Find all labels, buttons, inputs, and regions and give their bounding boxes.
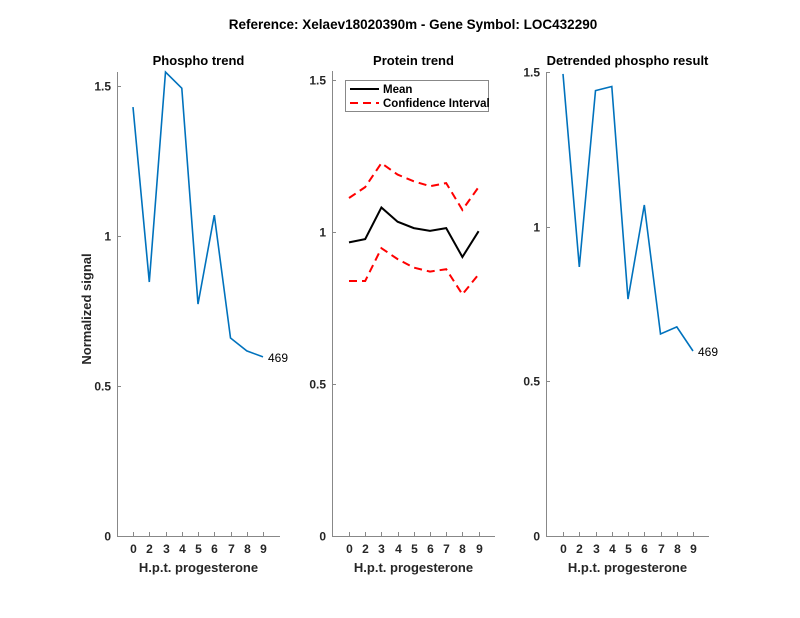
legend-label-confidence-interval: Confidence Interval [383, 98, 490, 110]
x-tick-label: 3 [593, 542, 600, 556]
subplot-title: Phospho trend [153, 53, 245, 68]
x-tick-label: 8 [244, 542, 251, 556]
x-tick-label: 4 [609, 542, 616, 556]
series-line-confidence-interval-upper [348, 161, 480, 212]
y-tick-label: 0.5 [523, 375, 540, 389]
legend: Mean Confidence Interval [345, 80, 490, 112]
y-tick-label: 1 [319, 226, 326, 240]
x-tick-label: 7 [658, 542, 665, 556]
x-tick-label: 5 [411, 542, 418, 556]
y-tick-label: 1.5 [309, 74, 326, 88]
legend-label-mean: Mean [383, 84, 412, 96]
y-tick-label: 0.5 [94, 380, 111, 394]
y-tick-label: 1.5 [94, 80, 111, 94]
x-tick-label: 0 [130, 542, 137, 556]
x-tick-label: 2 [576, 542, 583, 556]
y-tick-label: 0.5 [309, 378, 326, 392]
legend-box [345, 80, 489, 112]
point-annotation: 469 [268, 351, 288, 365]
series-line-confidence-interval-lower [349, 246, 480, 297]
x-tick-label: 7 [228, 542, 235, 556]
x-tick-label: 9 [476, 542, 483, 556]
y-tick-label: 0 [104, 530, 111, 544]
x-tick-label: 0 [560, 542, 567, 556]
x-tick-label: 9 [260, 542, 267, 556]
y-tick-label: 1 [533, 221, 540, 235]
x-tick-label: 0 [346, 542, 353, 556]
x-tick-label: 8 [459, 542, 466, 556]
y-tick-label: 1.5 [523, 66, 540, 80]
x-tick-label: 9 [690, 542, 697, 556]
y-tick-label: 0 [533, 530, 540, 544]
subplot-title: Detrended phospho result [547, 53, 709, 68]
x-tick-label: 7 [443, 542, 450, 556]
series-line-phospho [132, 70, 264, 358]
y-tick-label: 1 [104, 230, 111, 244]
series-line-mean [348, 205, 480, 259]
series-line-detrended-phospho [562, 73, 694, 352]
x-tick-label: 6 [427, 542, 434, 556]
y-tick-label: 0 [319, 530, 326, 544]
x-tick-label: 2 [146, 542, 153, 556]
x-tick-label: 2 [362, 542, 369, 556]
y-axis-label: Normalized signal [79, 253, 94, 364]
x-tick-label: 6 [211, 542, 218, 556]
x-tick-label: 3 [163, 542, 170, 556]
x-axis-label: H.p.t. progesterone [568, 560, 687, 575]
x-tick-label: 5 [195, 542, 202, 556]
x-axis-label: H.p.t. progesterone [354, 560, 473, 575]
x-tick-label: 8 [674, 542, 681, 556]
x-axis-label: H.p.t. progesterone [139, 560, 258, 575]
x-tick-label: 5 [625, 542, 632, 556]
x-tick-label: 4 [395, 542, 402, 556]
point-annotation: 469 [698, 345, 718, 359]
x-tick-label: 6 [641, 542, 648, 556]
figure-title: Reference: Xelaev18020390m - Gene Symbol… [229, 17, 597, 32]
subplot-title: Protein trend [373, 53, 454, 68]
x-tick-label: 4 [179, 542, 186, 556]
x-tick-label: 3 [378, 542, 385, 556]
